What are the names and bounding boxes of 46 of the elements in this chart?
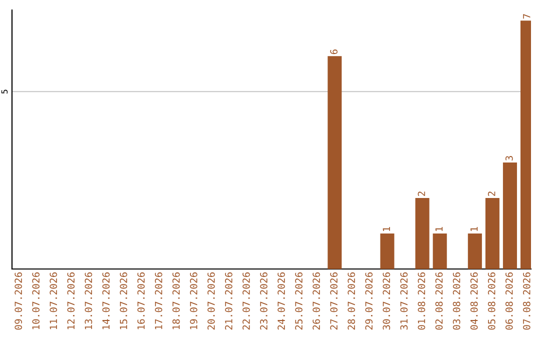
- x-tick-label: 02.08.2026: [435, 272, 443, 330]
- x-tick-label: 07.08.2026: [522, 272, 530, 330]
- data-label: 3: [505, 156, 513, 161]
- x-tick-label: 21.07.2026: [225, 272, 232, 330]
- x-tick-label: 09.07.2026: [14, 272, 22, 330]
- data-label: 1: [470, 226, 478, 231]
- data-label: 1: [382, 226, 390, 231]
- x-tick-label: 27.07.2026: [330, 272, 338, 330]
- bar: [485, 198, 500, 269]
- x-tick-label: 03.08.2026: [452, 272, 460, 330]
- x-tick-label: 25.07.2026: [295, 272, 302, 330]
- y-tick-label: 5: [1, 90, 8, 94]
- x-tick-label: 13.07.2026: [84, 272, 92, 330]
- bar: [502, 162, 517, 269]
- x-tick-label: 28.07.2026: [348, 272, 356, 330]
- data-label: 2: [418, 192, 426, 196]
- x-tick-label: 26.07.2026: [312, 272, 320, 330]
- bar: [328, 56, 342, 269]
- x-tick-label: 20.07.2026: [207, 272, 215, 330]
- x-tick-label: 23.07.2026: [260, 272, 268, 330]
- x-tick-label: 17.07.2026: [154, 272, 162, 330]
- x-tick-label: 11.07.2026: [50, 272, 58, 330]
- x-tick-label: 05.08.2026: [488, 272, 496, 330]
- data-label: 7: [523, 14, 530, 19]
- bar: [468, 234, 482, 269]
- x-tick-label: 16.07.2026: [137, 272, 145, 330]
- x-tick-label: 12.07.2026: [67, 272, 75, 330]
- x-tick-label: 30.07.2026: [382, 272, 390, 330]
- bar: [432, 234, 447, 269]
- x-tick-label: 04.08.2026: [470, 272, 478, 330]
- bar: [380, 234, 394, 269]
- x-tick-label: 10.07.2026: [32, 272, 40, 330]
- data-label: 6: [330, 50, 338, 54]
- x-tick-label: 06.08.2026: [505, 272, 513, 330]
- x-tick-label: 19.07.2026: [190, 272, 198, 330]
- x-tick-label: 18.07.2026: [172, 272, 180, 330]
- bar: [415, 198, 430, 269]
- x-tick-label: 24.07.2026: [278, 272, 285, 330]
- x-tick-label: 14.07.2026: [102, 272, 110, 330]
- x-tick-label: 31.07.2026: [400, 272, 408, 330]
- x-tick-label: 01.08.2026: [418, 272, 426, 330]
- data-label: 1: [435, 226, 443, 231]
- x-tick-label: 29.07.2026: [365, 272, 373, 330]
- x-tick-label: 15.07.2026: [120, 272, 128, 330]
- data-label: 2: [488, 192, 496, 196]
- x-tick-label: 22.07.2026: [242, 272, 250, 330]
